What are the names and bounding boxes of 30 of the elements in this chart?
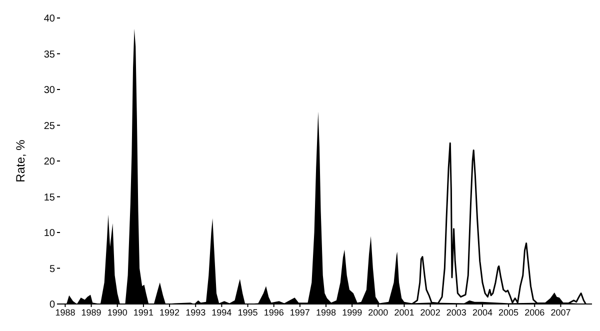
y-tick-label: 40 xyxy=(44,14,56,25)
y-tick-label: 5 xyxy=(49,264,56,275)
x-tick-label: 2007 xyxy=(550,307,571,318)
x-tick-label: 2006 xyxy=(524,307,545,318)
x-tick-label: 1989 xyxy=(81,307,102,318)
y-tick-label: 0 xyxy=(49,300,56,311)
y-tick-label: 15 xyxy=(44,192,56,204)
x-tick-label: 1988 xyxy=(55,307,76,318)
x-tick-label: 1994 xyxy=(212,307,232,318)
x-tick-label: 2002 xyxy=(420,307,440,318)
y-tick-label: 35 xyxy=(44,49,56,60)
y-axis-title: Rate, % xyxy=(13,139,28,182)
x-tick-label: 1992 xyxy=(160,307,180,318)
x-tick-label: 1996 xyxy=(264,307,284,318)
x-tick-label: 1999 xyxy=(342,307,362,318)
x-tick-label: 2000 xyxy=(368,307,388,318)
y-tick-label: 10 xyxy=(44,228,56,240)
x-tick-label: 1997 xyxy=(290,307,310,318)
x-tick-label: 1990 xyxy=(107,307,128,318)
x-tick-label: 2004 xyxy=(472,307,492,318)
x-tick-label: 1993 xyxy=(186,307,206,318)
y-tick-label: 25 xyxy=(44,120,56,132)
x-tick-label: 2001 xyxy=(394,307,414,318)
x-tick-label: 2005 xyxy=(498,307,519,318)
x-tick-label: 1998 xyxy=(316,307,336,318)
y-tick-label: 20 xyxy=(44,156,56,168)
x-tick-label: 1995 xyxy=(238,307,258,318)
x-tick-label: 2003 xyxy=(446,307,466,318)
y-tick-label: 30 xyxy=(44,85,56,96)
x-tick-label: 1991 xyxy=(133,307,154,318)
